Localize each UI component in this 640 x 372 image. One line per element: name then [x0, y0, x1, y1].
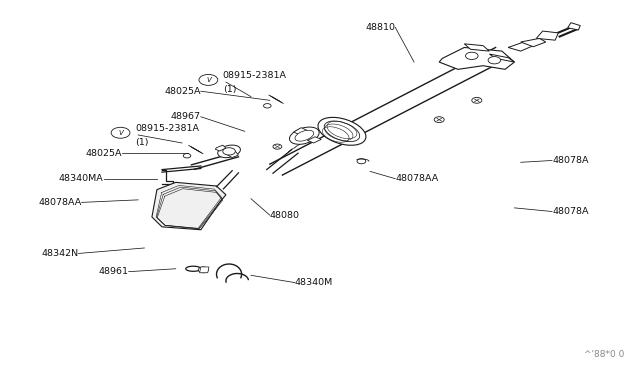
Circle shape [111, 127, 130, 138]
Polygon shape [521, 38, 546, 47]
Polygon shape [464, 44, 490, 51]
Text: 48078A: 48078A [552, 207, 589, 216]
Text: 48340MA: 48340MA [59, 174, 104, 183]
Circle shape [223, 148, 236, 155]
Circle shape [465, 52, 478, 60]
Text: 48025A: 48025A [86, 149, 122, 158]
Polygon shape [536, 31, 558, 40]
Ellipse shape [295, 130, 314, 141]
Circle shape [434, 117, 444, 122]
Text: 48078A: 48078A [552, 156, 589, 165]
Text: 08915-2381A: 08915-2381A [135, 124, 199, 133]
Circle shape [198, 267, 209, 273]
Text: 48342N: 48342N [42, 249, 79, 258]
Ellipse shape [218, 145, 241, 158]
Text: 48967: 48967 [171, 112, 201, 121]
Polygon shape [152, 182, 226, 230]
Text: 08915-2381A: 08915-2381A [223, 71, 287, 80]
Polygon shape [490, 54, 515, 62]
Polygon shape [227, 151, 239, 158]
Text: 48080: 48080 [270, 211, 300, 219]
Text: V: V [118, 130, 123, 136]
Circle shape [357, 159, 366, 164]
Polygon shape [307, 137, 321, 143]
Circle shape [199, 74, 218, 86]
Polygon shape [294, 128, 307, 135]
Text: 48078AA: 48078AA [38, 198, 82, 207]
Text: ^'88*0 0: ^'88*0 0 [584, 350, 624, 359]
Text: 48810: 48810 [365, 23, 396, 32]
Polygon shape [568, 23, 580, 30]
Ellipse shape [289, 127, 319, 144]
Text: V: V [206, 77, 211, 83]
Circle shape [488, 57, 500, 64]
Text: 48078AA: 48078AA [396, 174, 438, 183]
Ellipse shape [324, 121, 360, 142]
Circle shape [264, 104, 271, 108]
Text: 48961: 48961 [99, 267, 129, 276]
Circle shape [472, 97, 482, 103]
Text: 48340M: 48340M [295, 278, 333, 287]
Text: (1): (1) [135, 138, 148, 147]
Polygon shape [215, 145, 226, 151]
Polygon shape [200, 267, 209, 273]
Ellipse shape [318, 118, 366, 145]
Polygon shape [508, 42, 533, 51]
Circle shape [183, 154, 191, 158]
Text: 48025A: 48025A [164, 87, 201, 96]
Text: (1): (1) [223, 85, 236, 94]
Circle shape [273, 144, 282, 149]
Polygon shape [439, 48, 515, 69]
